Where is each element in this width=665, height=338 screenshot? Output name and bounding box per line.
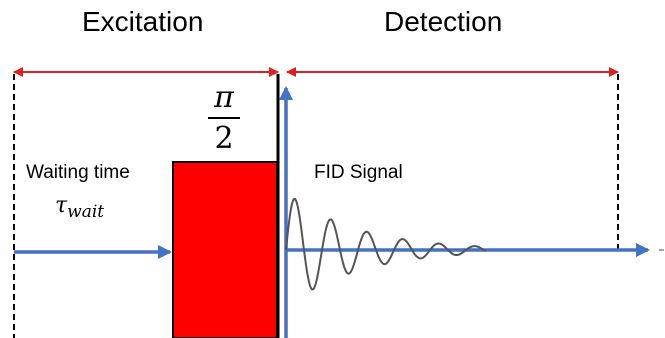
pulse-angle-numerator: π — [214, 80, 234, 115]
pi-half-pulse — [172, 161, 278, 338]
fid-signal-wave — [285, 198, 487, 291]
detection-heading: Detection — [384, 6, 503, 37]
pulse-angle-denominator: 2 — [214, 121, 234, 156]
excitation-heading: Excitation — [82, 6, 204, 37]
tau-subscript: wait — [67, 202, 105, 222]
pulse-angle-fraction-bar — [208, 117, 240, 119]
tau-symbol: τ — [55, 193, 68, 218]
fid-signal-label: FID Signal — [314, 162, 403, 183]
waiting-time-label: Waiting time — [26, 162, 130, 183]
waiting-time-symbol: τwait — [55, 193, 104, 222]
pulse-angle-label: π 2 — [204, 80, 244, 156]
